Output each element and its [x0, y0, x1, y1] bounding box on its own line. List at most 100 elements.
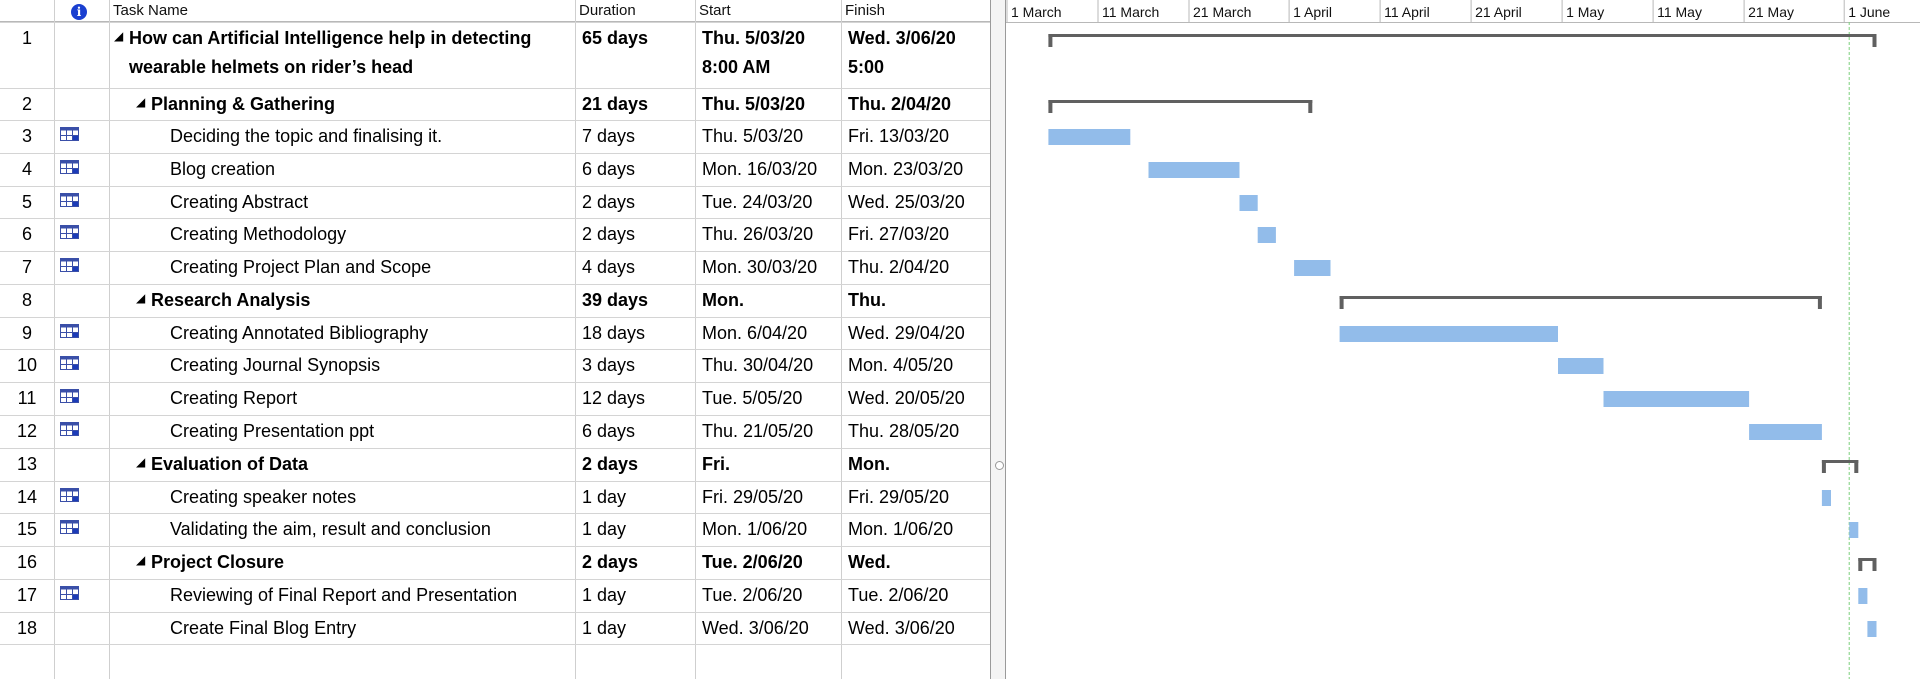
row-number[interactable]: 11 [17, 388, 37, 408]
row-number[interactable]: 6 [21, 224, 32, 244]
collapse-triangle-icon[interactable]: ◢ [136, 291, 146, 305]
task-duration[interactable]: 1 day [582, 519, 627, 539]
task-start[interactable]: Thu. 30/04/20 [702, 355, 814, 375]
task-name[interactable]: Deciding the topic and finalising it. [170, 126, 443, 146]
task-duration[interactable]: 1 day [582, 487, 627, 507]
task-name[interactable]: Creating speaker notes [170, 487, 357, 507]
task-start[interactable]: Fri. 29/05/20 [702, 487, 804, 507]
task-name[interactable]: Creating Annotated Bibliography [170, 323, 429, 343]
splitter-grip-icon[interactable] [995, 461, 1004, 470]
task-duration[interactable]: 2 days [582, 224, 636, 244]
row-number[interactable]: 16 [16, 552, 38, 572]
task-finish[interactable]: Wed. 25/03/20 [848, 192, 965, 212]
task-finish[interactable]: Wed. 29/04/20 [848, 323, 965, 343]
row-number[interactable]: 5 [21, 192, 32, 212]
task-finish[interactable]: Wed. 20/05/20 [848, 388, 965, 408]
header-finish[interactable]: Finish [841, 0, 990, 22]
task-start[interactable]: Thu. 5/03/20 8:00 AM [702, 28, 806, 77]
task-name[interactable]: Evaluation of Data [151, 454, 309, 474]
task-finish[interactable]: Fri. 13/03/20 [848, 126, 950, 146]
task-name[interactable]: Planning & Gathering [151, 94, 336, 114]
collapse-triangle-icon[interactable]: ◢ [136, 455, 146, 469]
task-duration[interactable]: 7 days [582, 126, 636, 146]
task-finish[interactable]: Thu. [848, 290, 886, 310]
task-duration[interactable]: 65 days [582, 28, 649, 48]
task-start[interactable]: Thu. 5/03/20 [702, 126, 804, 146]
task-start[interactable]: Tue. 2/06/20 [702, 585, 803, 605]
task-name[interactable]: Create Final Blog Entry [170, 618, 357, 638]
task-duration[interactable]: 1 day [582, 585, 627, 605]
task-name[interactable]: Creating Project Plan and Scope [170, 257, 432, 277]
task-finish[interactable]: Thu. 28/05/20 [848, 421, 960, 441]
task-finish[interactable]: Tue. 2/06/20 [848, 585, 949, 605]
task-name[interactable]: Blog creation [170, 159, 276, 179]
task-start[interactable]: Mon. 16/03/20 [702, 159, 818, 179]
task-start[interactable]: Mon. 1/06/20 [702, 519, 808, 539]
task-start[interactable]: Tue. 24/03/20 [702, 192, 813, 212]
task-name[interactable]: Creating Abstract [170, 192, 309, 212]
task-start[interactable]: Mon. [702, 290, 744, 310]
task-finish[interactable]: Thu. 2/04/20 [848, 94, 952, 114]
collapse-triangle-icon[interactable]: ◢ [114, 29, 124, 43]
task-name[interactable]: Research Analysis [151, 290, 311, 310]
task-finish[interactable]: Wed. 3/06/20 [848, 618, 955, 638]
collapse-triangle-icon[interactable]: ◢ [136, 95, 146, 109]
header-id[interactable] [0, 0, 54, 22]
task-finish[interactable]: Mon. 4/05/20 [848, 355, 954, 375]
task-duration[interactable]: 2 days [582, 454, 639, 474]
task-start[interactable]: Wed. 3/06/20 [702, 618, 809, 638]
row-number[interactable]: 8 [21, 290, 32, 310]
row-number[interactable]: 4 [21, 159, 32, 179]
task-finish[interactable]: Fri. 29/05/20 [848, 487, 950, 507]
task-start[interactable]: Thu. 5/03/20 [702, 94, 806, 114]
row-number[interactable]: 13 [16, 454, 38, 474]
row-number[interactable]: 1 [21, 28, 32, 48]
task-start[interactable]: Thu. 21/05/20 [702, 421, 814, 441]
header-start[interactable]: Start [695, 0, 841, 22]
task-name[interactable]: Creating Report [170, 388, 298, 408]
task-name[interactable]: Creating Methodology [170, 224, 347, 244]
row-number[interactable]: 18 [16, 618, 38, 638]
task-finish[interactable]: Thu. 2/04/20 [848, 257, 950, 277]
task-duration[interactable]: 39 days [582, 290, 649, 310]
task-finish[interactable]: Fri. 27/03/20 [848, 224, 950, 244]
row-number[interactable]: 10 [16, 355, 38, 375]
task-duration[interactable]: 6 days [582, 159, 636, 179]
row-number[interactable]: 9 [21, 323, 32, 343]
header-info[interactable]: i [54, 0, 109, 22]
task-duration[interactable]: 1 day [582, 618, 627, 638]
task-duration[interactable]: 4 days [582, 257, 636, 277]
task-name[interactable]: How can Artificial Intelligence help in … [129, 28, 532, 77]
row-number[interactable]: 3 [21, 126, 32, 146]
task-start[interactable]: Tue. 2/06/20 [702, 552, 803, 572]
task-duration[interactable]: 2 days [582, 192, 636, 212]
task-name[interactable]: Reviewing of Final Report and Presentati… [170, 585, 518, 605]
row-number[interactable]: 7 [21, 257, 32, 277]
task-duration[interactable]: 21 days [582, 94, 649, 114]
row-number[interactable]: 17 [16, 585, 38, 605]
row-number[interactable]: 12 [16, 421, 38, 441]
task-finish[interactable]: Wed. [848, 552, 891, 572]
row-number[interactable]: 2 [21, 94, 32, 114]
task-duration[interactable]: 3 days [582, 355, 636, 375]
task-duration[interactable]: 18 days [582, 323, 646, 343]
task-start[interactable]: Thu. 26/03/20 [702, 224, 814, 244]
task-start[interactable]: Fri. [702, 454, 731, 474]
header-duration[interactable]: Duration [575, 0, 695, 22]
task-duration[interactable]: 2 days [582, 552, 639, 572]
task-name[interactable]: Project Closure [151, 552, 285, 572]
task-duration[interactable]: 6 days [582, 421, 636, 441]
task-duration[interactable]: 12 days [582, 388, 646, 408]
pane-splitter[interactable] [990, 0, 1006, 679]
task-finish[interactable]: Wed. 3/06/20 5:00 [848, 28, 956, 77]
task-finish[interactable]: Mon. 23/03/20 [848, 159, 964, 179]
task-finish[interactable]: Mon. 1/06/20 [848, 519, 954, 539]
task-name[interactable]: Creating Presentation ppt [170, 421, 375, 441]
header-task-name[interactable]: Task Name [109, 0, 575, 22]
row-number[interactable]: 14 [16, 487, 38, 507]
task-start[interactable]: Mon. 30/03/20 [702, 257, 818, 277]
task-name[interactable]: Validating the aim, result and conclusio… [170, 519, 491, 539]
collapse-triangle-icon[interactable]: ◢ [136, 553, 146, 567]
task-name[interactable]: Creating Journal Synopsis [170, 355, 381, 375]
row-number[interactable]: 15 [16, 519, 38, 539]
